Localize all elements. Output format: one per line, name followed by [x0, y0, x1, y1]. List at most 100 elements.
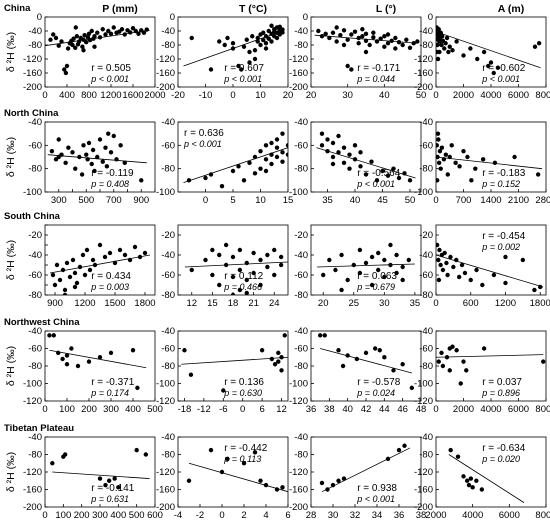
y-tick-label: -40	[419, 326, 433, 337]
data-point	[445, 272, 450, 278]
x-tick-label: -4	[174, 510, 182, 521]
data-point	[89, 28, 94, 34]
panel-china-T: -200 -160 -120 -80 -40 0 -20 -10 0 10 20 r = 0.607p…	[156, 12, 293, 101]
data-point	[255, 39, 260, 44]
r-value: r = -0.171	[357, 63, 401, 74]
data-point	[455, 454, 461, 459]
data-point	[363, 350, 369, 356]
y-tick-label: -60	[294, 140, 308, 151]
r-value: r = 0.938	[357, 483, 397, 494]
data-point	[230, 41, 236, 46]
y-tick-label: -20	[294, 230, 308, 241]
data-point	[280, 27, 285, 32]
data-point	[339, 287, 344, 293]
data-point	[436, 178, 440, 183]
data-point	[269, 39, 274, 44]
data-point	[333, 267, 338, 273]
y-tick-label: -40	[161, 432, 175, 443]
data-point	[258, 257, 263, 263]
data-point	[272, 247, 277, 253]
y-tick-label: -40	[419, 250, 433, 261]
data-point	[84, 247, 90, 253]
x-tick-label: 1200	[495, 298, 516, 309]
y-tick-label: -40	[294, 432, 308, 443]
y-tick-label: -60	[294, 270, 308, 281]
y-tick-label: 0	[37, 12, 42, 23]
regression-line	[436, 31, 541, 69]
data-point	[444, 355, 450, 360]
data-point	[436, 359, 441, 364]
r-value: r = 0.434	[91, 271, 131, 282]
data-point	[103, 482, 108, 488]
x-tick-label: 1600	[122, 90, 143, 101]
data-point	[203, 257, 208, 263]
data-point	[241, 461, 247, 466]
data-point	[436, 137, 441, 142]
data-point	[136, 31, 141, 36]
data-point	[112, 260, 118, 266]
x-tick-label: 50	[416, 90, 427, 101]
data-point	[244, 277, 249, 283]
data-point	[278, 262, 284, 268]
data-point	[536, 41, 542, 46]
data-point	[86, 359, 92, 364]
data-point	[73, 25, 79, 30]
p-value: p < 0.001	[90, 74, 129, 84]
region-title: North China	[4, 108, 59, 119]
data-point	[532, 287, 537, 293]
x-tick-label: 200	[74, 510, 90, 521]
y-tick-label: -60	[161, 344, 175, 355]
data-point	[503, 254, 508, 260]
y-tick-label: -40	[161, 326, 175, 337]
x-tick-label: 1400	[480, 195, 501, 206]
var-label-T: T (°C)	[239, 3, 267, 15]
data-point	[74, 34, 80, 39]
x-tick-label: 45	[377, 195, 388, 206]
y-axis-label: δ ²H (‰)	[5, 452, 17, 492]
data-point	[480, 282, 485, 288]
data-point	[62, 67, 67, 72]
data-point	[341, 28, 347, 33]
data-point	[50, 461, 55, 466]
p-value: p = 0.408	[90, 179, 129, 189]
data-point	[341, 145, 347, 150]
data-point	[103, 145, 108, 150]
data-point	[97, 137, 103, 142]
data-point	[330, 140, 336, 146]
x-tick-label: -20	[171, 90, 185, 101]
data-point	[512, 154, 517, 160]
data-point	[345, 63, 350, 69]
x-tick-label: 800	[81, 90, 97, 101]
y-tick-label: -100	[414, 379, 433, 390]
panel-northwest-china-L: -120 -100 -80 -60 -40 36 38 40 42 44 46 48 r = -0.57…	[289, 326, 426, 415]
data-point	[470, 485, 475, 490]
data-point	[255, 35, 260, 41]
y-tick-label: -60	[161, 140, 175, 151]
panel-south-china-P: South China δ ²H (‰) -80 -60 -40 -20 900 1200 15…	[4, 211, 156, 309]
r-value: r = -0.602	[482, 63, 526, 74]
x-tick-label: 2	[241, 510, 246, 521]
data-point	[63, 160, 68, 166]
data-point	[82, 272, 88, 278]
regression-line	[49, 254, 151, 274]
data-point	[280, 150, 285, 155]
data-point	[382, 274, 387, 280]
data-point	[274, 137, 280, 142]
data-point	[86, 140, 92, 146]
data-point	[468, 277, 473, 283]
data-point	[280, 131, 285, 136]
data-point	[137, 254, 143, 260]
data-point	[80, 44, 85, 49]
x-tick-label: 36	[394, 510, 405, 521]
x-tick-label: 600	[463, 298, 479, 309]
data-point	[263, 168, 269, 174]
y-tick-label: -160	[289, 68, 308, 79]
data-point	[503, 280, 508, 286]
data-point	[252, 48, 258, 53]
data-point	[319, 131, 325, 136]
x-tick-label: 700	[456, 195, 472, 206]
y-tick-label: -40	[28, 26, 42, 37]
y-tick-label: -60	[419, 344, 433, 355]
data-point	[458, 381, 463, 386]
